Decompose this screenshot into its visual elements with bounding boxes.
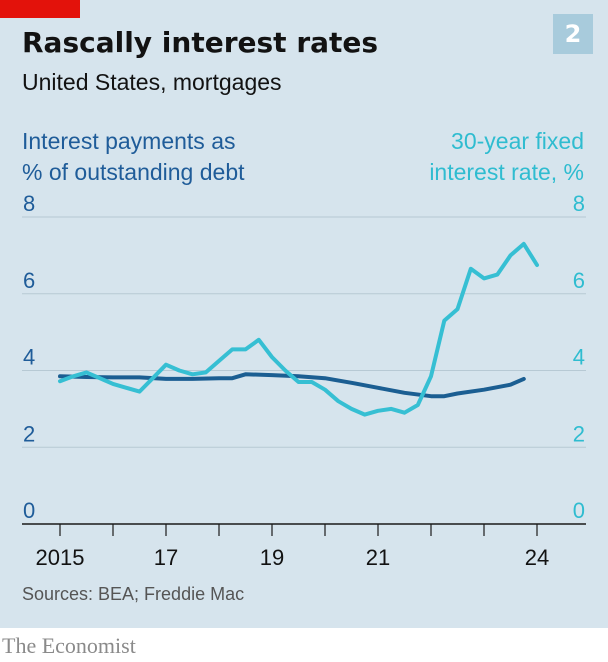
right-tick-label-8: 8 xyxy=(573,191,585,216)
chart-title: Rascally interest rates xyxy=(22,26,379,59)
right-axis-label-line-2: interest rate, % xyxy=(429,159,584,185)
right-tick-label-0: 0 xyxy=(573,498,585,523)
right-axis-label: 30-year fixed interest rate, % xyxy=(364,126,584,188)
right-tick-label-4: 4 xyxy=(573,345,585,370)
chart-number-badge: 2 xyxy=(553,14,593,54)
series-line-payments xyxy=(58,372,526,399)
left-axis-label-line-2: % of outstanding debt xyxy=(22,159,245,185)
left-axis-label-line-1: Interest payments as xyxy=(22,128,236,154)
x-tick-label-21: 21 xyxy=(366,545,390,570)
left-tick-label-4: 4 xyxy=(23,345,35,370)
left-tick-label-0: 0 xyxy=(23,498,35,523)
left-tick-label-8: 8 xyxy=(23,191,35,216)
left-tick-label-2: 2 xyxy=(23,421,35,446)
publisher-footer: The Economist xyxy=(2,633,136,658)
right-tick-label-6: 6 xyxy=(573,268,585,293)
brand-red-tag xyxy=(0,0,80,18)
chart-subtitle: United States, mortgages xyxy=(22,69,282,95)
x-tick-label-24: 24 xyxy=(525,545,549,570)
series-line-rate xyxy=(58,241,539,417)
source-note: Sources: BEA; Freddie Mac xyxy=(22,584,245,604)
x-tick-label-19: 19 xyxy=(260,545,284,570)
right-tick-label-2: 2 xyxy=(573,421,585,446)
x-tick-label-2015: 2015 xyxy=(36,545,85,570)
right-axis-label-line-1: 30-year fixed xyxy=(451,128,584,154)
left-tick-label-6: 6 xyxy=(23,268,35,293)
x-tick-label-17: 17 xyxy=(154,545,178,570)
left-axis-label: Interest payments as % of outstanding de… xyxy=(22,126,302,188)
